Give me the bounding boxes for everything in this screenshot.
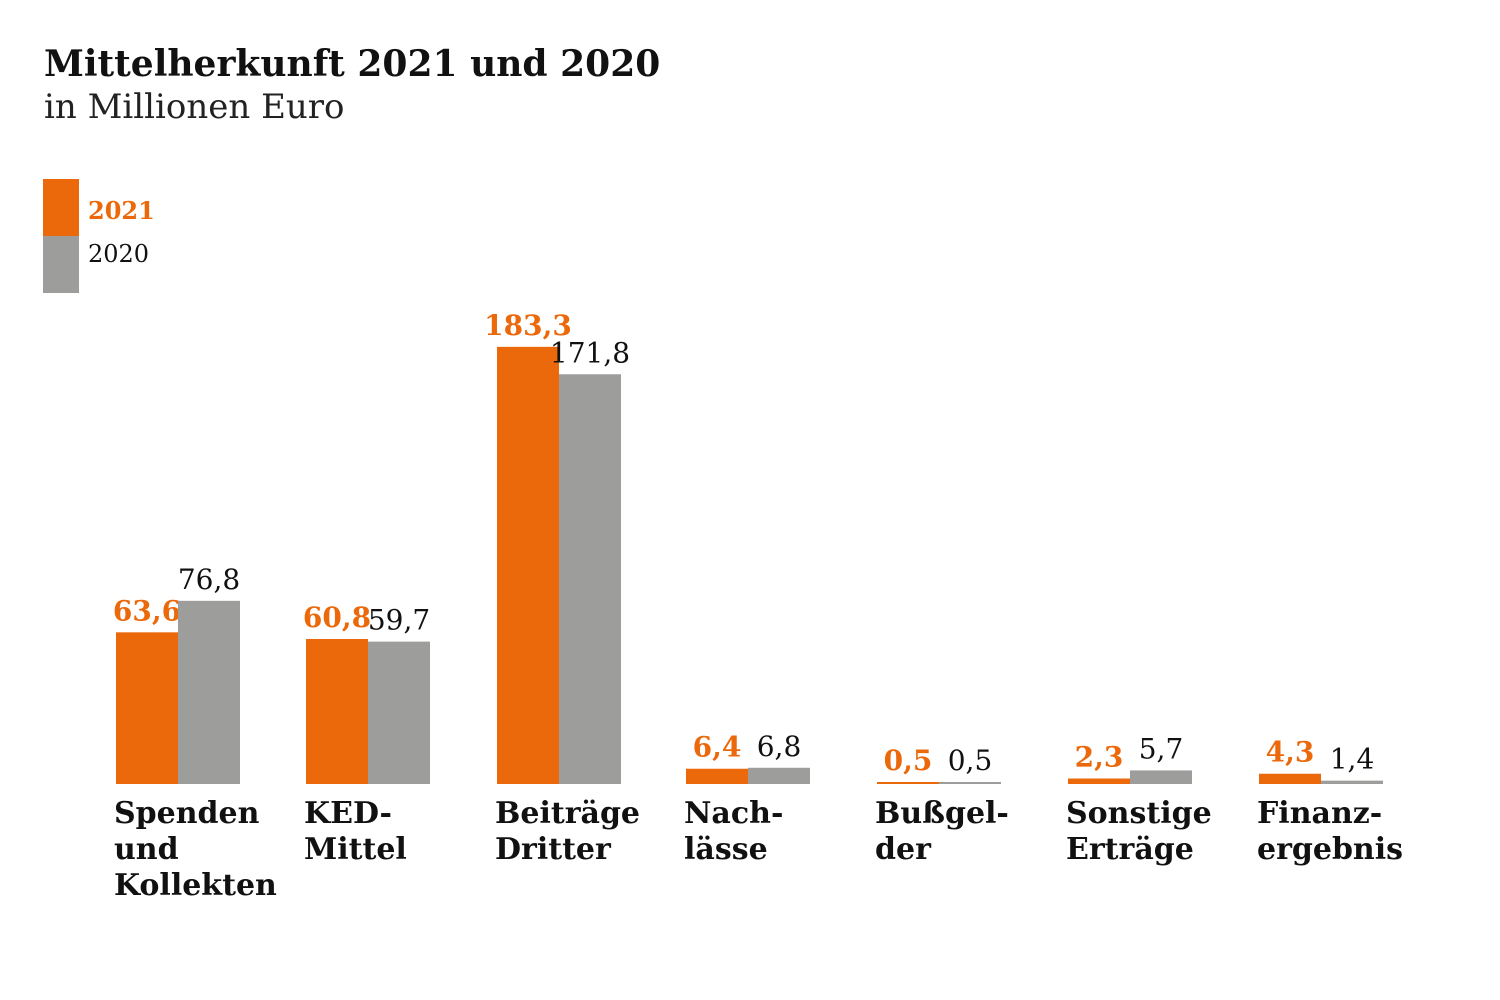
- bar-2020-6: [1130, 770, 1192, 784]
- value-label-2020-5: 0,5: [948, 744, 993, 777]
- category-label-4: lässe: [684, 832, 768, 867]
- bar-2020-4: [748, 767, 810, 784]
- value-label-2020-7: 1,4: [1330, 743, 1375, 776]
- legend-label-2021: 2021: [88, 196, 155, 225]
- category-label-2: Mittel: [304, 832, 407, 867]
- category-label-6: Erträge: [1066, 832, 1194, 867]
- bar-2021-1: [116, 632, 178, 784]
- bar-2020-1: [178, 600, 240, 784]
- category-label-1: und: [114, 832, 179, 867]
- category-label-1: Spenden: [114, 796, 260, 831]
- category-label-5: Bußgel-: [875, 796, 1009, 831]
- category-label-7: ergebnis: [1257, 832, 1403, 867]
- category-label-7: Finanz-: [1257, 796, 1382, 831]
- bar-2020-3: [559, 374, 621, 784]
- bar-2021-2: [306, 638, 368, 784]
- category-label-5: der: [875, 832, 932, 867]
- legend-swatch-2021: [43, 179, 79, 236]
- value-label-2021-2: 60,8: [303, 601, 371, 634]
- value-label-2021-7: 4,3: [1266, 736, 1315, 769]
- bar-2021-3: [497, 346, 559, 784]
- bar-2020-5: [939, 782, 1001, 784]
- chart-subtitle: in Millionen Euro: [44, 87, 345, 127]
- bar-2021-6: [1068, 778, 1130, 784]
- value-label-2020-2: 59,7: [368, 604, 430, 637]
- bar-2020-2: [368, 641, 430, 784]
- value-label-2021-6: 2,3: [1075, 741, 1124, 774]
- category-label-3: Dritter: [495, 832, 612, 867]
- value-label-2020-3: 171,8: [550, 336, 630, 369]
- bar-2021-5: [877, 782, 939, 784]
- category-label-4: Nach-: [684, 796, 783, 831]
- value-label-2020-1: 76,8: [178, 563, 240, 596]
- legend-label-2020: 2020: [88, 240, 149, 268]
- value-label-2021-4: 6,4: [693, 731, 742, 764]
- value-label-2020-4: 6,8: [757, 730, 802, 763]
- category-label-1: Kollekten: [114, 868, 277, 903]
- value-label-2021-3: 183,3: [484, 309, 572, 342]
- category-label-6: Sonstige: [1066, 796, 1212, 831]
- chart-title: Mittelherkunft 2021 und 2020: [44, 43, 660, 85]
- value-label-2021-5: 0,5: [884, 744, 933, 777]
- category-label-2: KED-: [304, 796, 392, 831]
- bar-2021-4: [686, 768, 748, 784]
- value-label-2021-1: 63,6: [113, 594, 181, 627]
- category-label-3: Beiträge: [495, 796, 640, 831]
- value-label-2020-6: 5,7: [1139, 732, 1184, 765]
- legend-swatch-2020: [43, 236, 79, 293]
- bar-2021-7: [1259, 773, 1321, 784]
- legend: 2021 2020: [43, 179, 155, 293]
- bar-2020-7: [1321, 780, 1383, 784]
